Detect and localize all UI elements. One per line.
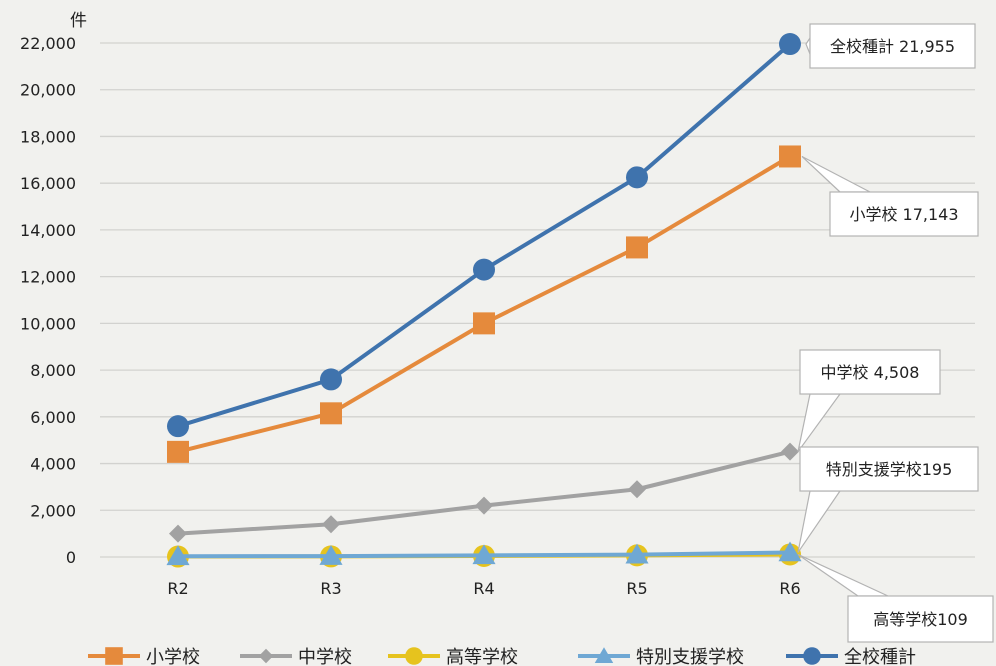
series-0: [167, 145, 801, 463]
legend-item: 小学校: [88, 647, 200, 666]
x-tick-label: R4: [473, 579, 494, 598]
data-point: [803, 647, 821, 665]
callout-1: 中学校 4,508: [797, 349, 941, 453]
callout-label: 全校種計 21,955: [830, 37, 955, 56]
y-tick-label: 14,000: [20, 221, 76, 240]
y-tick-label: 4,000: [30, 455, 76, 474]
legend-label: 小学校: [146, 647, 200, 666]
y-axis-ticks: 0 2,000 4,000 6,000 8,000 10,000 12,000 14,000 1…: [20, 34, 76, 567]
legend-item: 特別支援学校: [578, 647, 744, 666]
legend-label: 全校種計: [844, 647, 916, 666]
y-tick-label: 22,000: [20, 34, 76, 53]
callout-2: 高等学校109: [797, 553, 994, 643]
y-tick-label: 6,000: [30, 408, 76, 427]
data-point: [167, 440, 189, 463]
y-tick-label: 20,000: [20, 81, 76, 100]
data-point: [105, 647, 123, 665]
series-line: [176, 42, 792, 429]
data-point: [320, 402, 342, 425]
legend-label: 中学校: [298, 647, 352, 666]
data-point: [626, 236, 648, 259]
callout-pointer: [797, 553, 889, 597]
legend-item: 全校種計: [786, 647, 916, 666]
y-tick-label: 12,000: [20, 268, 76, 287]
data-point: [779, 145, 801, 168]
callout-0: 小学校 17,143: [801, 155, 979, 237]
y-tick-label: 0: [66, 548, 76, 567]
y-tick-label: 18,000: [20, 127, 76, 146]
data-point: [319, 545, 343, 565]
data-point: [322, 515, 340, 534]
callout-pointer: [797, 490, 842, 553]
y-tick-label: 8,000: [30, 361, 76, 380]
data-point: [166, 545, 190, 566]
data-point: [594, 647, 614, 664]
legend-label: 高等学校: [446, 647, 518, 666]
x-tick-label: R2: [167, 579, 188, 598]
series-3: [166, 541, 802, 566]
callout-box: [829, 191, 979, 237]
legend-item: 高等学校: [388, 647, 518, 666]
data-point: [167, 415, 189, 438]
data-point: [258, 648, 274, 664]
x-tick-label: R5: [626, 579, 647, 598]
callout-label: 小学校 17,143: [849, 205, 958, 224]
data-point: [779, 33, 801, 56]
legend: 小学校 中学校 高等学校 特別支援学校 全校種計: [88, 647, 916, 666]
callout-label: 中学校 4,508: [821, 363, 920, 382]
data-point: [626, 166, 648, 189]
series-1: [169, 442, 799, 543]
data-point: [781, 442, 799, 461]
data-point: [475, 496, 493, 515]
legend-item: 中学校: [240, 647, 352, 666]
data-point: [320, 368, 342, 391]
data-point: [473, 312, 495, 335]
data-point: [628, 480, 646, 499]
data-point: [472, 544, 496, 565]
series-line: [176, 154, 792, 454]
x-tick-label: R6: [779, 579, 800, 598]
callout-label: 特別支援学校195: [826, 460, 953, 479]
series-layer: [166, 33, 802, 568]
y-tick-label: 10,000: [20, 314, 76, 333]
callout-pointer: [797, 393, 842, 453]
x-axis-ticks: R2 R3 R4 R5 R6: [167, 579, 800, 598]
y-axis-unit-label: 件: [70, 11, 87, 31]
callout-4: 全校種計 21,955: [805, 23, 976, 69]
x-tick-label: R3: [320, 579, 341, 598]
callout-pointer: [801, 155, 871, 193]
callouts: 全校種計 21,955 小学校 17,143 中学校 4,508 特別支援学校195 高…: [797, 23, 994, 643]
data-point: [169, 524, 187, 543]
data-point: [405, 647, 423, 665]
gridlines: [100, 42, 975, 558]
callout-box: [847, 595, 994, 643]
series-4: [167, 33, 801, 438]
y-tick-label: 16,000: [20, 174, 76, 193]
callout-3: 特別支援学校195: [797, 446, 979, 553]
y-tick-label: 2,000: [30, 501, 76, 520]
callout-box: [799, 446, 979, 492]
data-point: [473, 258, 495, 281]
data-point: [778, 541, 802, 562]
legend-label: 特別支援学校: [636, 647, 744, 666]
callout-label: 高等学校109: [873, 610, 968, 629]
data-point: [625, 543, 649, 564]
callout-box: [799, 349, 941, 395]
callout-box: [809, 23, 976, 69]
